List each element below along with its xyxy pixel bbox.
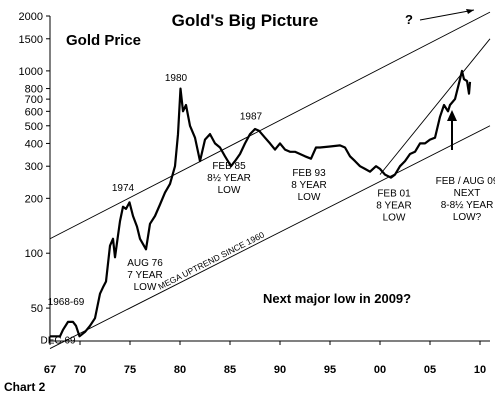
annotation-line: 8 YEAR [291, 180, 326, 191]
chart-title: Gold's Big Picture [172, 11, 319, 30]
annotation: 1987 [240, 112, 263, 123]
annotation-line: 7 YEAR [127, 270, 162, 281]
annotation-line: LOW [383, 212, 406, 223]
annotation-line: 1980 [165, 73, 188, 84]
annotation-line: 1968-69 [48, 297, 85, 308]
x-tick-label: 70 [74, 364, 86, 376]
x-tick-label: 67 [44, 364, 56, 376]
trendline-lower [49, 125, 491, 349]
annotation-line: 8-8½ YEAR [441, 200, 494, 211]
chart-caption: Chart 2 [4, 380, 46, 394]
y-axis-label: Gold Price [66, 32, 141, 49]
annotation-line: 8½ YEAR [207, 173, 251, 184]
y-tick-label: 1000 [19, 66, 43, 78]
y-tick-label: 50 [31, 303, 43, 315]
y-tick-label: 400 [25, 138, 43, 150]
annotation-line: 8 YEAR [376, 200, 411, 211]
annotation-line: NEXT [454, 188, 481, 199]
annotation: 1980 [165, 73, 188, 84]
ticks: 5010020030040050060070080010001500200067… [19, 11, 487, 376]
x-tick-label: 75 [124, 364, 136, 376]
y-tick-label: 800 [25, 84, 43, 96]
y-tick-label: 1500 [19, 34, 43, 46]
y-tick-label: 200 [25, 193, 43, 205]
y-tick-label: 600 [25, 106, 43, 118]
annotation-line: LOW [298, 192, 321, 203]
question-mark: ? [405, 12, 413, 27]
x-tick-label: 85 [224, 364, 236, 376]
annotation-line: FEB 85 [212, 161, 246, 172]
trendline-steep [379, 38, 491, 175]
x-tick-label: 95 [324, 364, 336, 376]
trendlines [49, 11, 491, 349]
annotation-line: FEB 01 [377, 188, 411, 199]
axes [49, 16, 490, 342]
x-tick-label: 05 [424, 364, 436, 376]
x-tick-label: 90 [274, 364, 286, 376]
annotation-line: 1974 [112, 183, 135, 194]
price-series-layer [50, 69, 472, 338]
y-tick-label: 500 [25, 121, 43, 133]
trendline-upper [49, 11, 491, 240]
annotation: 1974 [112, 183, 135, 194]
annotation: DEC 69 [40, 335, 75, 346]
annotation: 1968-69 [48, 297, 85, 308]
annotation-line: FEB / AUG 09 [436, 176, 495, 187]
next-low-arrow-head [447, 110, 457, 121]
annotation-line: AUG 76 [127, 258, 163, 269]
x-tick-label: 10 [474, 364, 486, 376]
gold-price-series [50, 69, 472, 338]
annotation-line: DEC 69 [40, 335, 75, 346]
annotation-line: LOW [134, 282, 157, 293]
annotation-line: LOW? [453, 212, 482, 223]
y-tick-label: 700 [25, 94, 43, 106]
question-arrow-head [466, 9, 474, 14]
annotation-line: 1987 [240, 112, 263, 123]
question-arrow-line [419, 9, 475, 21]
y-tick-label: 2000 [19, 11, 43, 23]
x-tick-label: 00 [374, 364, 386, 376]
annotation-line: FEB 93 [292, 168, 326, 179]
y-tick-label: 100 [25, 248, 43, 260]
mega-uptrend-label: MEGA UPTREND SINCE 1960 [156, 229, 266, 291]
x-tick-label: 80 [174, 364, 186, 376]
next-low-callout: Next major low in 2009? [263, 291, 411, 306]
annotation-line: LOW [218, 185, 241, 196]
y-tick-label: 300 [25, 161, 43, 173]
